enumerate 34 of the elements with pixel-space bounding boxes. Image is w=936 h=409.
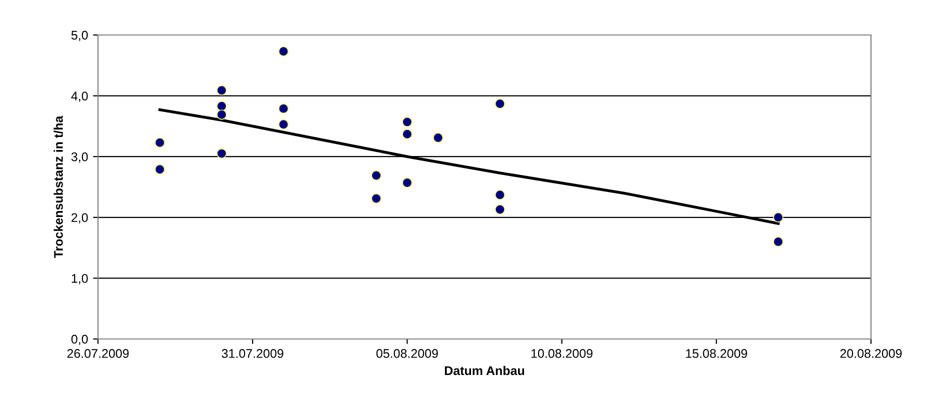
point [278, 119, 289, 130]
point [773, 236, 784, 247]
x-tick-label: 05.08.2009 [376, 349, 438, 358]
point [402, 116, 412, 128]
x-tick-label: 20.08.2009 [840, 349, 902, 358]
y-tick-label: 2,0 [72, 213, 88, 224]
point [773, 212, 784, 222]
y-tick-label: 0,0 [71, 334, 88, 346]
x-tick-label: 10.08.2009 [531, 349, 592, 358]
point [216, 148, 227, 159]
point [494, 190, 506, 200]
point [494, 204, 506, 215]
y-axis-title: Trockensubstanz in t/ha [54, 116, 64, 258]
x-axis-title: Datum Anbau [444, 366, 524, 376]
point [494, 98, 506, 109]
point [402, 178, 412, 188]
x-tick-label: 15.08.2009 [686, 349, 748, 358]
point [402, 129, 412, 140]
x-tick-label: 31.07.2009 [222, 349, 284, 358]
point [371, 170, 382, 181]
x-tick-label: 26.07.2009 [67, 349, 129, 358]
y-tick-label: 4,0 [71, 92, 88, 102]
point [154, 138, 165, 148]
point [278, 103, 289, 114]
y-tick-label: 3,0 [71, 152, 88, 163]
point [216, 85, 227, 96]
y-tick-label: 1,0 [72, 274, 88, 284]
point [216, 110, 227, 120]
point [371, 193, 382, 204]
point [154, 164, 165, 174]
point [433, 132, 444, 143]
point [216, 101, 227, 112]
point [278, 46, 289, 56]
y-tick-label: 5,0 [71, 30, 88, 42]
